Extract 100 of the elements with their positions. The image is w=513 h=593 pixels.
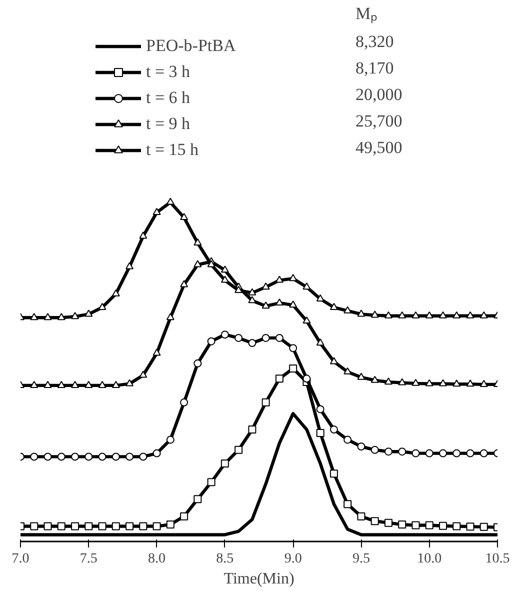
point bbox=[44, 313, 52, 320]
point bbox=[330, 302, 338, 310]
point bbox=[289, 300, 298, 308]
point bbox=[425, 521, 434, 530]
point bbox=[466, 449, 474, 458]
point bbox=[152, 208, 161, 215]
point bbox=[425, 379, 434, 386]
point bbox=[398, 311, 406, 318]
point bbox=[370, 310, 379, 318]
x-tick-label: 10.0 bbox=[417, 552, 442, 566]
point bbox=[180, 280, 188, 288]
point bbox=[275, 334, 284, 342]
point bbox=[57, 380, 66, 388]
x-tick-label: 7.0 bbox=[12, 552, 30, 566]
point bbox=[166, 313, 174, 320]
point bbox=[44, 522, 52, 530]
point bbox=[425, 311, 434, 318]
point bbox=[330, 470, 338, 478]
point bbox=[139, 452, 148, 461]
text: Mₚ bbox=[356, 4, 378, 24]
point bbox=[30, 313, 38, 320]
point bbox=[152, 449, 161, 458]
point bbox=[370, 446, 379, 454]
point bbox=[357, 442, 366, 451]
point bbox=[412, 449, 420, 458]
legend-label: t = 6 h bbox=[146, 88, 190, 108]
point bbox=[71, 522, 80, 530]
point bbox=[289, 344, 298, 352]
legend-label: t = 3 h bbox=[146, 62, 190, 82]
point bbox=[330, 426, 338, 434]
point bbox=[466, 522, 474, 531]
point bbox=[98, 380, 106, 388]
point bbox=[452, 522, 461, 530]
point bbox=[112, 522, 120, 530]
point bbox=[126, 262, 134, 270]
point bbox=[398, 378, 406, 386]
point bbox=[220, 330, 229, 339]
point bbox=[302, 374, 311, 383]
point bbox=[302, 282, 311, 290]
point bbox=[330, 357, 338, 364]
x-tick-label: 9.0 bbox=[284, 552, 302, 566]
point bbox=[480, 311, 488, 318]
point bbox=[412, 521, 420, 530]
text: 8,320 bbox=[356, 32, 394, 51]
point bbox=[220, 276, 229, 283]
x-tick-label: 8.5 bbox=[216, 552, 234, 566]
point bbox=[220, 459, 229, 468]
point bbox=[344, 436, 352, 444]
point bbox=[289, 274, 298, 282]
point bbox=[316, 294, 324, 302]
point bbox=[84, 310, 93, 317]
point bbox=[398, 448, 406, 456]
point bbox=[194, 260, 202, 268]
x-tick-label: 8.0 bbox=[148, 552, 166, 566]
point bbox=[71, 312, 80, 320]
legend-label: t = 9 h bbox=[146, 114, 190, 134]
point bbox=[370, 376, 379, 383]
point bbox=[180, 512, 188, 520]
point bbox=[166, 198, 174, 205]
text: 20,000 bbox=[356, 84, 402, 104]
point bbox=[98, 522, 106, 530]
point bbox=[98, 452, 106, 461]
point bbox=[480, 449, 488, 458]
point bbox=[438, 449, 447, 458]
point bbox=[166, 436, 174, 444]
point bbox=[412, 378, 420, 386]
point bbox=[194, 238, 202, 246]
point bbox=[466, 311, 474, 318]
x-tick-label: 9.5 bbox=[352, 552, 370, 566]
point bbox=[466, 380, 474, 387]
point bbox=[57, 313, 66, 320]
text: 8,170 bbox=[356, 58, 394, 78]
point bbox=[71, 380, 80, 388]
point bbox=[357, 310, 366, 317]
point bbox=[452, 311, 461, 318]
point bbox=[126, 522, 134, 530]
point bbox=[152, 522, 161, 530]
point bbox=[207, 337, 216, 346]
point bbox=[357, 372, 366, 380]
point bbox=[480, 380, 488, 387]
point bbox=[316, 428, 324, 437]
point bbox=[275, 298, 284, 306]
point bbox=[438, 311, 447, 318]
point bbox=[316, 405, 324, 414]
point bbox=[262, 334, 270, 342]
point bbox=[84, 380, 93, 388]
point bbox=[57, 452, 66, 461]
point bbox=[152, 348, 161, 356]
point bbox=[234, 446, 243, 454]
point bbox=[30, 452, 38, 461]
point bbox=[57, 522, 66, 530]
point bbox=[207, 478, 216, 486]
point bbox=[194, 359, 202, 368]
point bbox=[412, 311, 420, 318]
point bbox=[84, 452, 93, 461]
point bbox=[275, 374, 284, 383]
point bbox=[344, 500, 352, 508]
point bbox=[384, 378, 392, 385]
point bbox=[84, 522, 93, 530]
point bbox=[438, 522, 447, 530]
